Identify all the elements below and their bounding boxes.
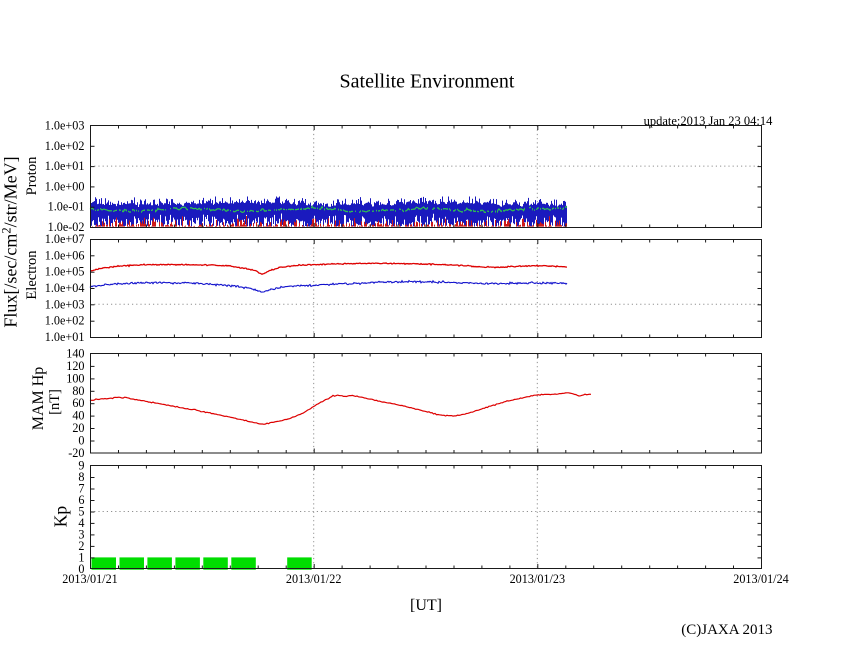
svg-text:1.0e+04: 1.0e+04 — [45, 281, 85, 295]
svg-text:7: 7 — [78, 481, 84, 495]
svg-text:Electron: Electron — [24, 250, 40, 300]
svg-text:1.0e+01: 1.0e+01 — [45, 330, 85, 344]
svg-text:[UT]: [UT] — [410, 597, 442, 614]
svg-text:1.0e+05: 1.0e+05 — [45, 265, 85, 279]
svg-text:40: 40 — [72, 409, 84, 423]
svg-text:3: 3 — [78, 527, 84, 541]
svg-text:1.0e+06: 1.0e+06 — [45, 248, 85, 262]
svg-text:0: 0 — [78, 433, 84, 447]
svg-text:-20: -20 — [68, 446, 84, 460]
svg-text:1.0e+00: 1.0e+00 — [45, 179, 85, 193]
svg-text:2013/01/21: 2013/01/21 — [62, 572, 118, 586]
svg-text:Satellite Environment: Satellite Environment — [340, 71, 515, 93]
svg-text:1.0e-02: 1.0e-02 — [48, 220, 85, 234]
svg-text:(C)JAXA 2013: (C)JAXA 2013 — [681, 622, 772, 638]
svg-text:1.0e+01: 1.0e+01 — [45, 159, 85, 173]
svg-text:update:2013 Jan 23 04:14: update:2013 Jan 23 04:14 — [644, 114, 774, 128]
svg-text:120: 120 — [66, 359, 84, 373]
svg-text:2: 2 — [78, 539, 84, 553]
svg-text:[nT]: [nT] — [47, 389, 63, 415]
svg-text:1.0e+02: 1.0e+02 — [45, 314, 85, 328]
svg-text:1.0e+07: 1.0e+07 — [45, 232, 85, 246]
svg-text:9: 9 — [78, 459, 84, 473]
svg-text:60: 60 — [72, 396, 84, 410]
svg-text:6: 6 — [78, 493, 84, 507]
svg-text:1: 1 — [78, 550, 84, 564]
svg-text:80: 80 — [72, 384, 84, 398]
svg-text:20: 20 — [72, 421, 84, 435]
svg-text:2013/01/24: 2013/01/24 — [733, 572, 789, 586]
svg-text:2013/01/22: 2013/01/22 — [286, 572, 342, 586]
svg-text:5: 5 — [78, 504, 84, 518]
svg-text:1.0e-01: 1.0e-01 — [48, 200, 85, 214]
svg-text:140: 140 — [66, 347, 84, 361]
svg-text:4: 4 — [78, 516, 84, 530]
svg-text:Kp: Kp — [51, 506, 71, 528]
svg-text:1.0e+03: 1.0e+03 — [45, 297, 85, 311]
svg-text:Proton: Proton — [24, 156, 40, 195]
svg-text:100: 100 — [66, 371, 84, 385]
svg-text:MAM Hp: MAM Hp — [30, 367, 47, 431]
svg-text:Flux[/sec/cm2/str/MeV]: Flux[/sec/cm2/str/MeV] — [0, 156, 21, 327]
svg-text:2013/01/23: 2013/01/23 — [510, 572, 566, 586]
svg-text:8: 8 — [78, 470, 84, 484]
svg-text:1.0e+03: 1.0e+03 — [45, 119, 85, 133]
svg-text:0: 0 — [78, 562, 84, 576]
svg-text:1.0e+02: 1.0e+02 — [45, 139, 85, 153]
